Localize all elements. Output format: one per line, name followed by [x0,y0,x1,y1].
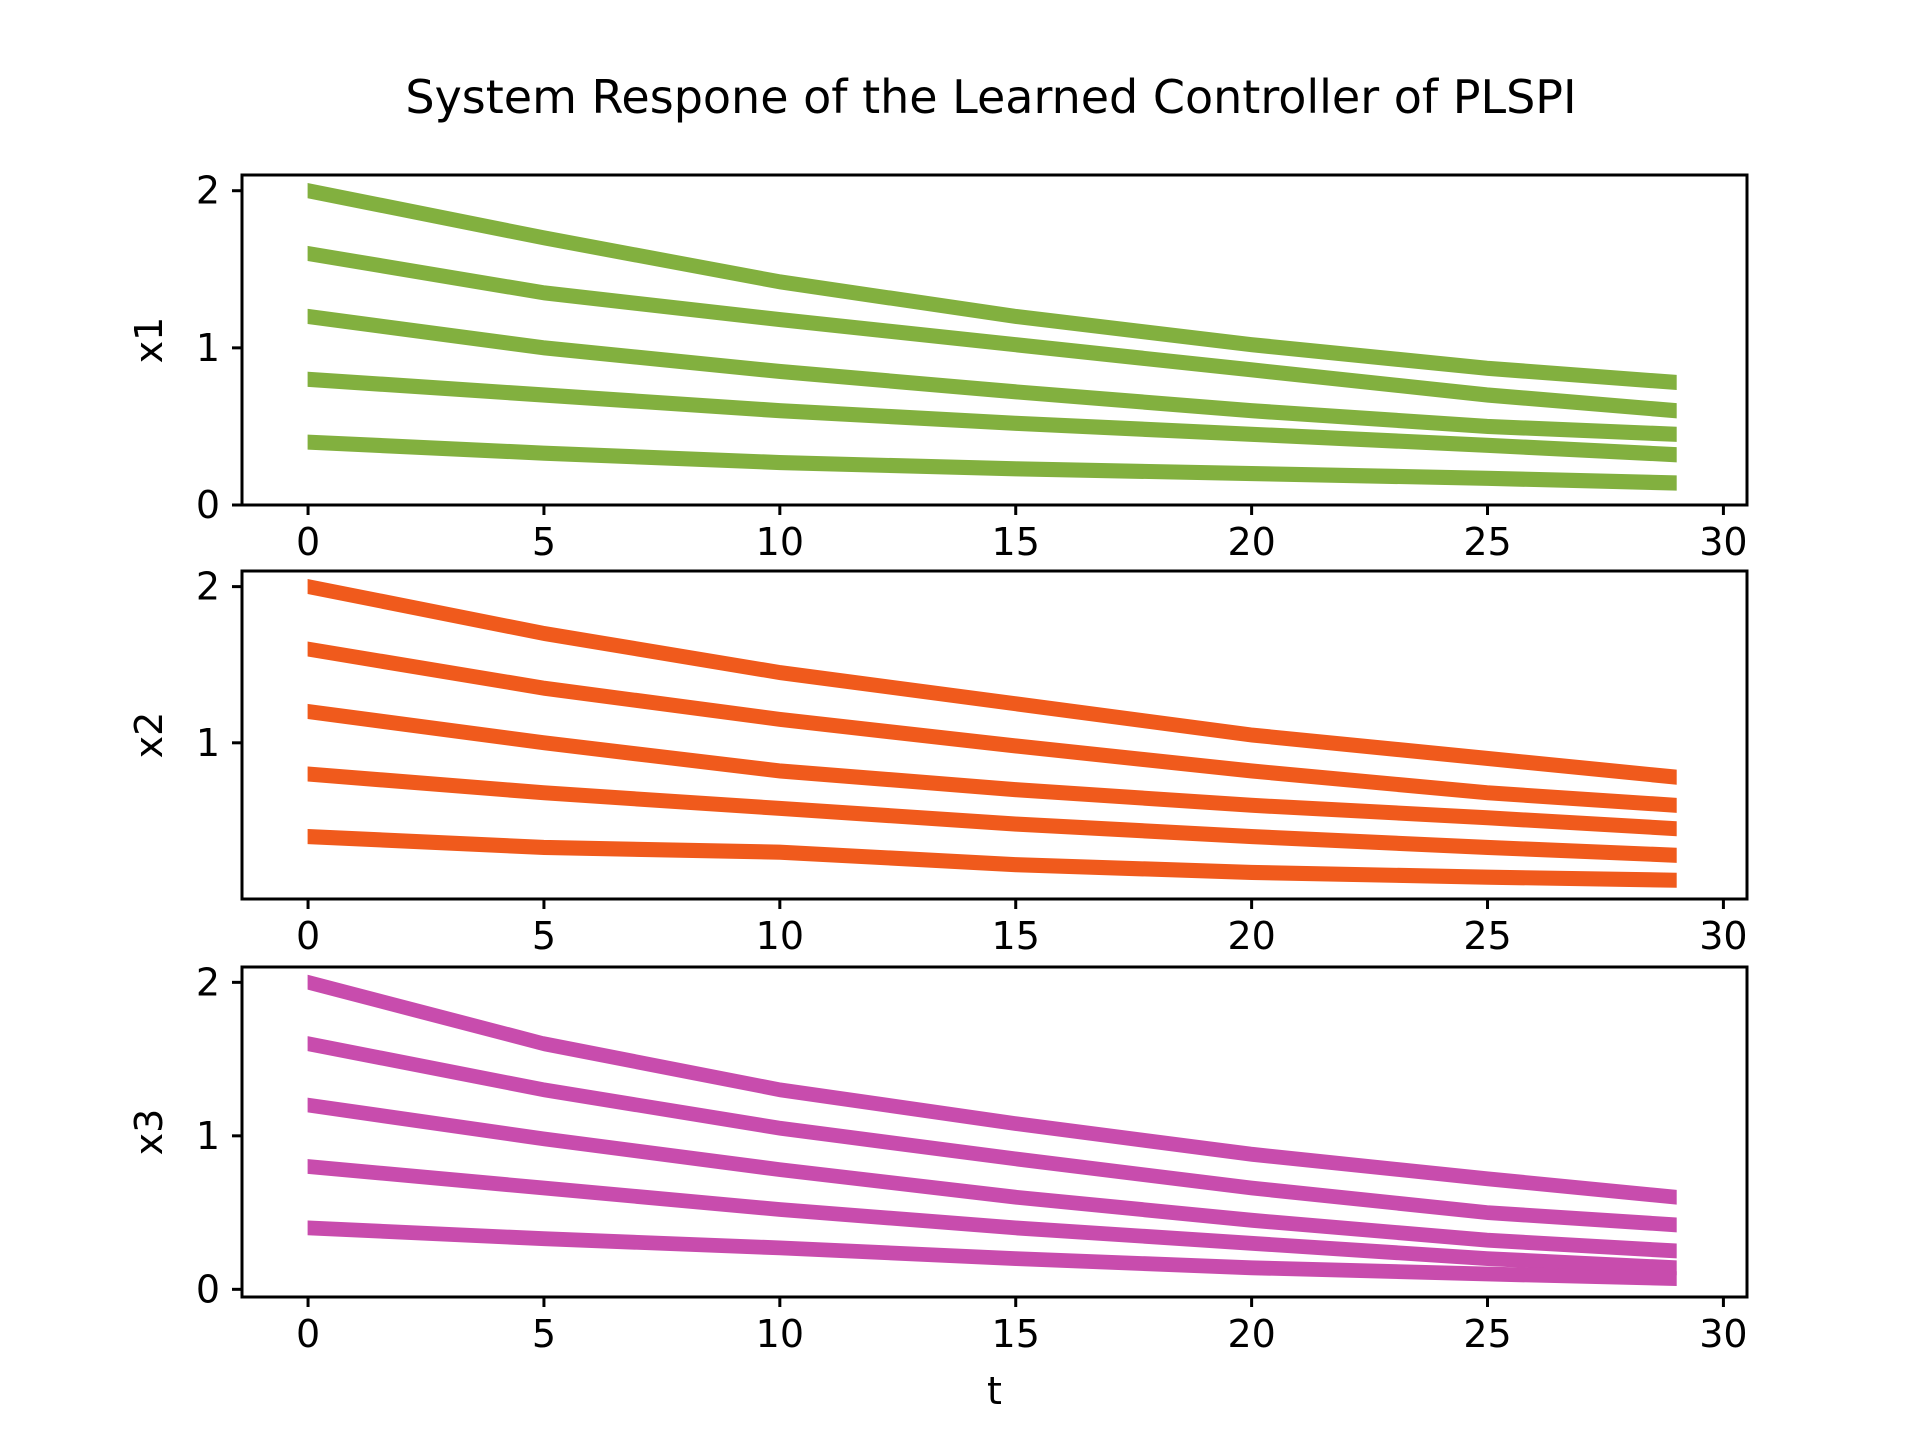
x-tick-label: 20 [1227,914,1275,958]
subplot-top: 0 5 10 15 20 25 30 0 1 2 x1 [127,169,1749,564]
series-band-1 [307,182,1677,391]
x-tick-label: 10 [756,1312,804,1356]
series-band-2 [307,641,1677,813]
x-axis-label: t [987,1369,1002,1413]
y-tick-label: 1 [196,1114,220,1158]
x-tick-label: 20 [1227,1312,1275,1356]
series-group [307,182,1677,491]
x-tick-label: 0 [296,1312,320,1356]
series-band-3 [307,308,1677,442]
x-tick-label: 10 [756,520,804,564]
x-tick-label: 30 [1699,1312,1747,1356]
series-band-3 [307,703,1677,837]
y-tick-label: 2 [196,169,220,213]
axes-frame [240,965,1749,1299]
x-tick-label: 20 [1227,520,1275,564]
subplot-middle: 0 5 10 15 20 25 30 1 2 x2 [127,565,1749,958]
x-tick-label: 15 [992,914,1040,958]
series-band-1 [307,974,1677,1205]
series-band-3 [307,1097,1677,1259]
x-tick-label: 0 [296,914,320,958]
y-tick-label: 2 [196,960,220,1004]
axes-frame [240,569,1749,901]
x-tick-label: 30 [1699,914,1747,958]
y-tick-label: 1 [196,326,220,370]
x-tick-label: 25 [1463,914,1511,958]
series-band-1 [307,578,1677,785]
x-tick-label: 0 [296,520,320,564]
x-tick-label: 25 [1463,1312,1511,1356]
x-tick-label: 15 [992,520,1040,564]
series-group [307,578,1677,888]
y-tick-label: 0 [196,483,220,527]
y-axis-label: x1 [127,317,171,364]
series-band-2 [307,245,1677,419]
x-tick-label: 30 [1699,520,1747,564]
y-tick-label: 0 [196,1267,220,1311]
axes-frame [240,173,1749,507]
x-tick-label: 5 [532,914,556,958]
series-band-2 [307,1036,1677,1233]
series-band-4 [307,371,1677,463]
series-band-5 [307,1220,1677,1287]
x-tick-label: 15 [992,1312,1040,1356]
x-tick-label: 5 [532,1312,556,1356]
y-axis-label: x3 [127,1109,171,1156]
y-tick-label: 1 [196,721,220,765]
x-tick-label: 10 [756,914,804,958]
series-band-5 [307,828,1677,888]
series-band-5 [307,434,1677,491]
subplot-bottom: 0 5 10 15 20 25 30 0 1 2 x3 t [127,960,1749,1413]
series-band-4 [307,766,1677,863]
series-group [307,974,1677,1287]
y-tick-label: 2 [196,565,220,609]
x-tick-label: 5 [532,520,556,564]
x-tick-label: 25 [1463,520,1511,564]
chart-title: System Respone of the Learned Controller… [405,70,1576,124]
y-axis-label: x2 [127,712,171,759]
